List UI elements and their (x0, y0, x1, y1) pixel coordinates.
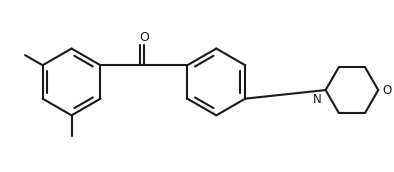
Text: O: O (382, 84, 392, 96)
Text: O: O (139, 31, 149, 44)
Text: N: N (313, 93, 322, 106)
